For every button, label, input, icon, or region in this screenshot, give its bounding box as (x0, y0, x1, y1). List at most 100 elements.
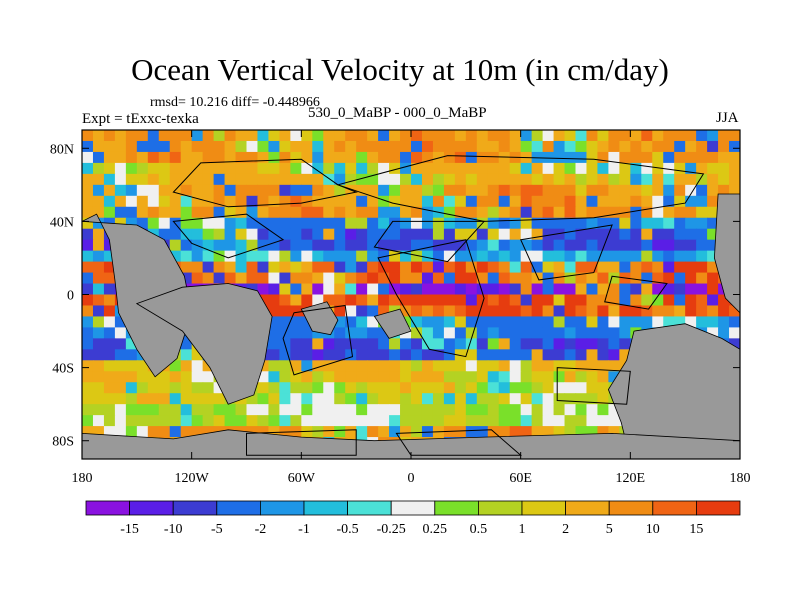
ocean-cell (103, 151, 116, 164)
ocean-cell (432, 140, 445, 153)
ocean-cell (564, 217, 577, 230)
ocean-cell (674, 283, 686, 296)
ocean-cell (268, 393, 280, 405)
ocean-cell (696, 272, 708, 285)
ocean-cell (641, 250, 653, 263)
ocean-cell (586, 195, 599, 208)
ocean-cell (454, 305, 467, 318)
ocean-cell (652, 206, 664, 219)
ocean-cell (169, 130, 182, 142)
ocean-cell (564, 294, 577, 307)
ocean-cell (696, 305, 708, 318)
ocean-cell (301, 250, 313, 263)
ocean-cell (421, 305, 434, 318)
ocean-cell (630, 272, 642, 285)
ocean-cell (421, 393, 434, 405)
ocean-cell (465, 393, 478, 405)
ocean-cell (586, 228, 599, 241)
ocean-cell (82, 415, 94, 427)
ocean-cell (674, 184, 686, 197)
ocean-cell (301, 327, 313, 339)
ocean-cell (367, 327, 379, 339)
ocean-cell (487, 206, 500, 219)
experiment-label: Expt = tExxc-texka (82, 111, 199, 127)
ocean-cell (542, 338, 555, 350)
ocean-cell (476, 261, 489, 274)
ocean-cell (465, 283, 478, 296)
ocean-cell (191, 371, 204, 383)
ocean-cell (125, 382, 138, 394)
x-tick-label: 60E (509, 471, 532, 486)
ocean-cell (411, 130, 423, 142)
ocean-cell (553, 349, 566, 361)
ocean-cell (443, 228, 456, 241)
ocean-cell (608, 130, 620, 142)
ocean-cell (432, 316, 445, 328)
ocean-cell (356, 228, 368, 241)
ocean-cell (432, 382, 445, 394)
ocean-cell (531, 393, 544, 405)
ocean-cell (421, 195, 434, 208)
ocean-cell (323, 404, 335, 416)
ocean-cell (454, 173, 467, 186)
ocean-cell (498, 316, 511, 328)
ocean-cell (630, 217, 642, 230)
ocean-cell (323, 261, 335, 274)
ocean-cell (180, 184, 193, 197)
ocean-cell (476, 393, 489, 405)
y-tick-label: 0 (67, 289, 74, 304)
ocean-cell (389, 228, 401, 241)
ocean-cell (400, 173, 412, 186)
ocean-cell (520, 316, 533, 328)
ocean-cell (465, 338, 478, 350)
ocean-cell (356, 327, 368, 339)
ocean-cell (443, 338, 456, 350)
ocean-cell (224, 130, 237, 142)
ocean-cell (509, 272, 522, 285)
ocean-cell (476, 338, 489, 350)
ocean-cell (586, 382, 599, 394)
ocean-cell (169, 228, 182, 241)
ocean-cell (608, 360, 620, 372)
ocean-cell (213, 404, 226, 416)
ocean-cell (641, 283, 653, 296)
ocean-cell (465, 327, 478, 339)
ocean-cell (652, 217, 664, 230)
ocean-cell (378, 140, 390, 153)
ocean-cell (465, 404, 478, 416)
ocean-cell (169, 393, 182, 405)
ocean-cell (432, 305, 445, 318)
ocean-cell (367, 217, 379, 230)
ocean-cell (356, 283, 368, 296)
ocean-cell (356, 382, 368, 394)
ocean-cell (454, 184, 467, 197)
ocean-cell (169, 371, 182, 383)
ocean-cell (421, 250, 434, 263)
ocean-cell (224, 162, 237, 175)
ocean-cell (92, 151, 105, 164)
ocean-cell (257, 261, 270, 274)
ocean-cell (411, 140, 423, 153)
ocean-cell (213, 228, 226, 241)
ocean-cell (421, 173, 434, 186)
ocean-cell (597, 261, 609, 274)
ocean-cell (92, 327, 105, 339)
ocean-cell (92, 349, 105, 361)
ocean-cell (279, 206, 291, 219)
ocean-cell (443, 162, 456, 175)
ocean-cell (575, 217, 588, 230)
ocean-cell (641, 272, 653, 285)
ocean-cell (674, 239, 686, 252)
ocean-cell (575, 173, 588, 186)
ocean-cell (454, 195, 467, 208)
ocean-cell (564, 382, 577, 394)
x-tick-label: 180 (730, 471, 751, 486)
ocean-cell (202, 404, 215, 416)
ocean-cell (312, 217, 324, 230)
ocean-cell (619, 173, 631, 186)
ocean-cell (509, 195, 522, 208)
colorbar-label: 5 (606, 522, 613, 537)
ocean-cell (707, 206, 719, 219)
ocean-cell (597, 151, 609, 164)
ocean-cell (685, 294, 697, 307)
